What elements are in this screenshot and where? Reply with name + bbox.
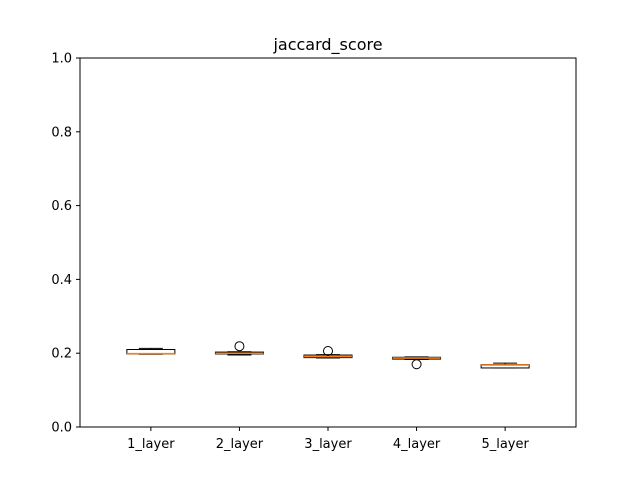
box-3_layer	[303, 345, 353, 359]
box-1_layer	[126, 347, 176, 355]
plot-area	[79, 57, 577, 428]
outlier-point	[234, 341, 245, 352]
box-5_layer	[480, 362, 530, 369]
box-4_layer	[392, 356, 442, 370]
y-tick-label: 0.8	[51, 125, 72, 140]
chart-title: jaccard_score	[272, 35, 382, 55]
y-tick-label: 1.0	[51, 52, 72, 67]
y-tick-label: 0.0	[51, 421, 72, 436]
box-2_layer	[214, 341, 264, 356]
x-tick-label: 4_layer	[393, 437, 441, 452]
x-axis: 1_layer 2_layer 3_layer 4_layer 5_layer	[127, 427, 529, 452]
boxes	[126, 341, 530, 370]
outlier-point	[323, 345, 333, 356]
x-tick-label: 1_layer	[127, 437, 175, 452]
y-tick-label: 0.4	[51, 273, 72, 288]
outlier-point	[411, 359, 422, 370]
y-tick-label: 0.2	[51, 347, 72, 362]
y-axis: 0.0 0.2 0.4 0.6 0.8 1.0	[51, 52, 80, 436]
x-tick-label: 5_layer	[481, 437, 529, 452]
x-tick-label: 3_layer	[304, 437, 352, 452]
y-tick-label: 0.6	[51, 199, 72, 214]
x-tick-label: 2_layer	[216, 437, 264, 452]
